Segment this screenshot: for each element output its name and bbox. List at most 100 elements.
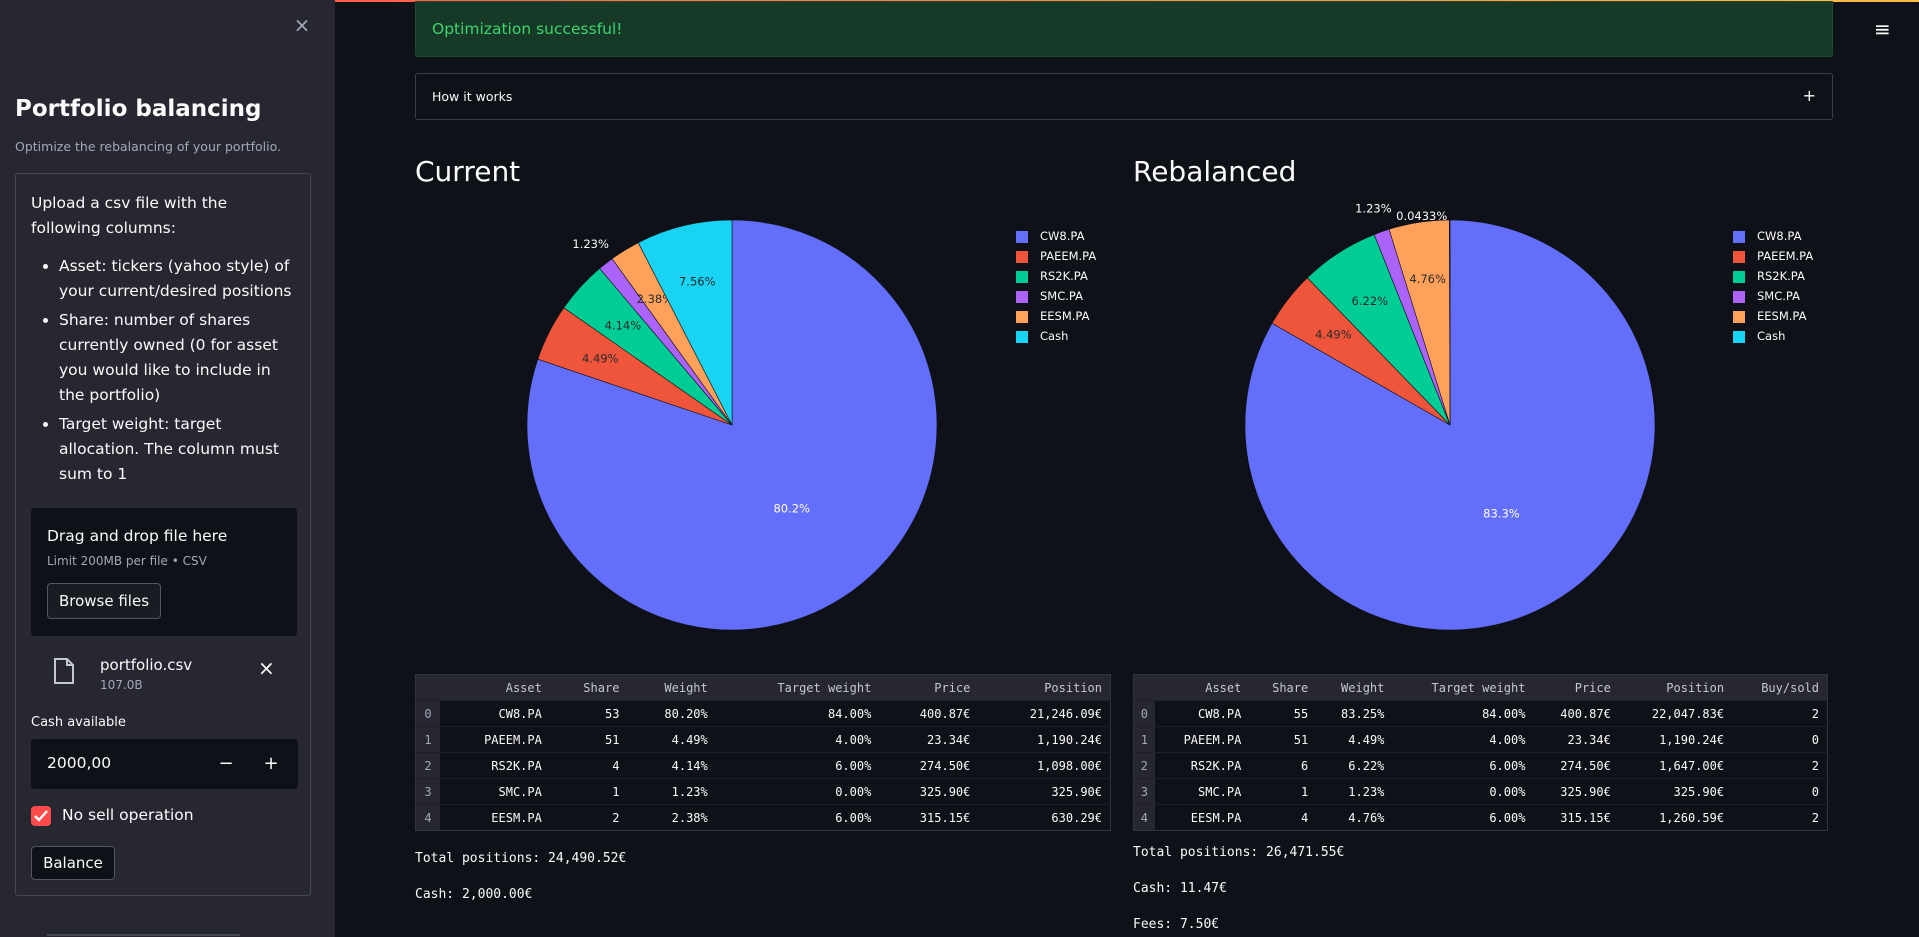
sidebar-scroll-indicator <box>47 934 240 936</box>
cash-input-value[interactable]: 2000,00 <box>47 754 112 772</box>
column-header[interactable]: Price <box>879 674 979 701</box>
index-header[interactable] <box>415 674 441 701</box>
current-legend: CW8.PA PAEEM.PA RS2K.PA SMC.PA EESM.PA Cash <box>1016 228 1126 343</box>
table-cell: 2 <box>1732 700 1828 727</box>
table-cell: 6.00% <box>1392 804 1534 831</box>
column-header[interactable]: Weight <box>1316 674 1393 701</box>
table-cell: PAEEM.PA <box>1154 726 1250 753</box>
file-dropzone[interactable]: Drag and drop file here Limit 200MB per … <box>31 508 297 636</box>
checkmark-icon <box>34 810 48 822</box>
legend-label: PAEEM.PA <box>1040 249 1097 263</box>
pie-slice-label: 4.49% <box>582 351 619 365</box>
table-cell: 6 <box>1249 752 1317 779</box>
legend-swatch <box>1733 311 1745 323</box>
balance-button[interactable]: Balance <box>31 846 115 880</box>
legend-label: SMC.PA <box>1757 289 1800 303</box>
column-header[interactable]: Share <box>549 674 628 701</box>
success-alert-text: Optimization successful! <box>432 20 623 38</box>
column-header[interactable]: Target weight <box>715 674 880 701</box>
increment-button[interactable]: + <box>263 753 279 774</box>
row-index: 2 <box>1133 752 1155 779</box>
table-cell: 80.20% <box>627 700 716 727</box>
table-cell: 84.00% <box>1392 700 1534 727</box>
browse-files-button[interactable]: Browse files <box>47 583 161 619</box>
column-header[interactable]: Price <box>1533 674 1619 701</box>
cash-input[interactable]: 2000,00 − + <box>31 739 298 789</box>
table-cell: EESM.PA <box>440 804 550 831</box>
table-cell: 325.90€ <box>978 778 1111 805</box>
pie-slice-label: 4.49% <box>1315 327 1352 341</box>
table-cell: 325.90€ <box>879 778 979 805</box>
rebalanced-legend: CW8.PA PAEEM.PA RS2K.PA SMC.PA EESM.PA Cash <box>1733 228 1843 343</box>
column-header[interactable]: Buy/sold <box>1732 674 1828 701</box>
table-cell: PAEEM.PA <box>440 726 550 753</box>
decrement-button[interactable]: − <box>218 753 234 774</box>
table-cell: 6.00% <box>715 804 880 831</box>
table-cell: 51 <box>549 726 628 753</box>
table-cell: 4.49% <box>1316 726 1393 753</box>
table-cell: 1.23% <box>1316 778 1393 805</box>
table-cell: 22,047.83€ <box>1618 700 1733 727</box>
legend-swatch <box>1733 331 1745 343</box>
no-sell-label: No sell operation <box>62 806 194 824</box>
how-it-works-expander[interactable]: How it works + <box>415 73 1833 120</box>
remove-file-icon[interactable]: × <box>258 656 275 680</box>
table-cell: 55 <box>1249 700 1317 727</box>
table-cell: 400.87€ <box>879 700 979 727</box>
legend-label: RS2K.PA <box>1757 269 1805 283</box>
current-pie-chart: 80.2% 4.49% 4.14% 1.23% 2.38% 7.56% <box>526 219 938 631</box>
table-cell: 315.15€ <box>879 804 979 831</box>
current-total-positions: Total positions: 24,490.52€ <box>415 851 627 866</box>
table-row: 4 EESM.PA 2 2.38% 6.00% 315.15€ 630.29€ <box>415 804 1111 831</box>
legend-swatch <box>1016 251 1028 263</box>
column-header[interactable]: Share <box>1249 674 1317 701</box>
sidebar-close-icon[interactable]: × <box>293 13 311 37</box>
table-cell: 4 <box>549 752 628 779</box>
column-header[interactable]: Asset <box>440 674 550 701</box>
rebalanced-fees: Fees: 7.50€ <box>1133 917 1220 932</box>
file-name: portfolio.csv <box>100 656 193 674</box>
table-cell: 83.25% <box>1316 700 1393 727</box>
row-index: 1 <box>415 726 441 753</box>
column-header[interactable]: Position <box>1618 674 1733 701</box>
table-cell: 2 <box>549 804 628 831</box>
legend-swatch <box>1733 271 1745 283</box>
pie-slice-label: 80.2% <box>773 501 810 515</box>
legend-label: Cash <box>1757 329 1786 343</box>
pie-slice-cash[interactable] <box>637 219 733 426</box>
expand-plus-icon[interactable]: + <box>1802 86 1816 105</box>
table-cell: 6.22% <box>1316 752 1393 779</box>
table-cell: 2.38% <box>627 804 716 831</box>
pie-slice-label: 4.14% <box>605 319 642 333</box>
table-cell: 6.00% <box>1392 752 1534 779</box>
table-cell: 0 <box>1732 778 1828 805</box>
table-cell: 0.00% <box>715 778 880 805</box>
column-header[interactable]: Target weight <box>1392 674 1534 701</box>
table-cell: SMC.PA <box>1154 778 1250 805</box>
uploaded-file: portfolio.csv 107.0B × <box>31 644 297 704</box>
legend-label: EESM.PA <box>1757 309 1807 323</box>
table-cell: 21,246.09€ <box>978 700 1111 727</box>
rebalanced-title: Rebalanced <box>1133 155 1297 188</box>
column-header[interactable]: Asset <box>1154 674 1250 701</box>
no-sell-checkbox[interactable] <box>31 806 51 826</box>
pie-slice-cash[interactable] <box>1449 219 1451 426</box>
menu-icon[interactable]: ≡ <box>1874 17 1891 41</box>
index-header[interactable] <box>1133 674 1155 701</box>
current-cash: Cash: 2,000.00€ <box>415 887 533 902</box>
table-row: 0 CW8.PA 53 80.20% 84.00% 400.87€ 21,246.09€ <box>415 700 1111 727</box>
row-index: 3 <box>415 778 441 805</box>
success-alert: Optimization successful! <box>415 1 1833 57</box>
table-cell: 1,098.00€ <box>978 752 1111 779</box>
column-header[interactable]: Position <box>978 674 1111 701</box>
table-cell: 4.00% <box>1392 726 1534 753</box>
pie-slice-label: 83.3% <box>1483 507 1520 521</box>
legend-swatch <box>1016 271 1028 283</box>
row-index: 4 <box>415 804 441 831</box>
instruction-item: Share: number of shares currently owned … <box>59 308 299 408</box>
row-index: 1 <box>1133 726 1155 753</box>
legend-label: CW8.PA <box>1040 229 1085 243</box>
table-cell: 1 <box>549 778 628 805</box>
column-header[interactable]: Weight <box>627 674 716 701</box>
row-index: 4 <box>1133 804 1155 831</box>
